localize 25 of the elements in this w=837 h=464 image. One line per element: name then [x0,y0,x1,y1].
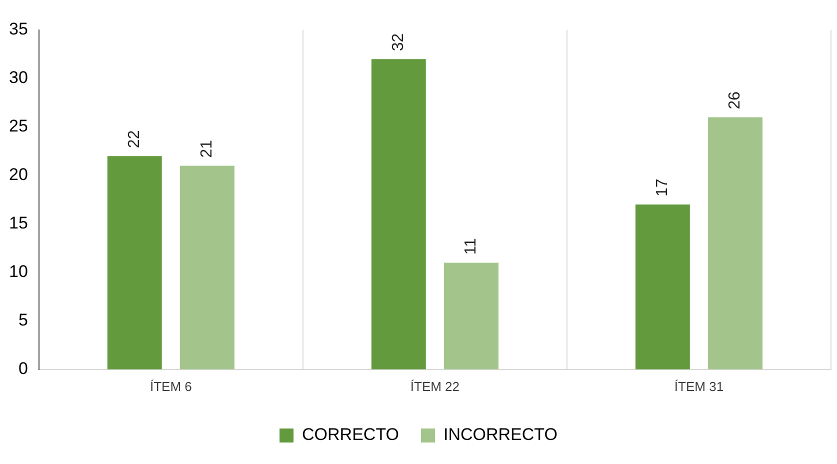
data-label: 32 [390,33,408,52]
y-tick-label: 30 [8,68,28,88]
bar [371,59,426,370]
y-tick-label: 25 [8,116,28,136]
y-tick-label: 35 [8,20,28,39]
bar [635,204,690,370]
y-tick-label: 15 [8,214,28,233]
data-label: 17 [654,178,672,197]
y-tick-label: 10 [8,262,28,282]
legend-label: INCORRECTO [444,425,558,444]
bar [444,262,498,370]
bar [107,156,162,370]
bar [708,117,763,370]
x-tick-label: ÍTEM 6 [150,378,192,394]
data-label: 22 [126,130,144,148]
y-tick-label: 0 [18,359,28,378]
x-tick-label: ÍTEM 22 [410,378,460,394]
legend-label: CORRECTO [302,425,400,444]
data-label: 11 [462,238,480,255]
y-tick-label: 5 [18,310,28,330]
x-tick-label: ÍTEM 31 [674,378,724,394]
data-label: 21 [198,140,216,158]
y-tick-label: 20 [8,165,28,184]
data-label: 26 [726,91,744,110]
bar [180,166,234,370]
